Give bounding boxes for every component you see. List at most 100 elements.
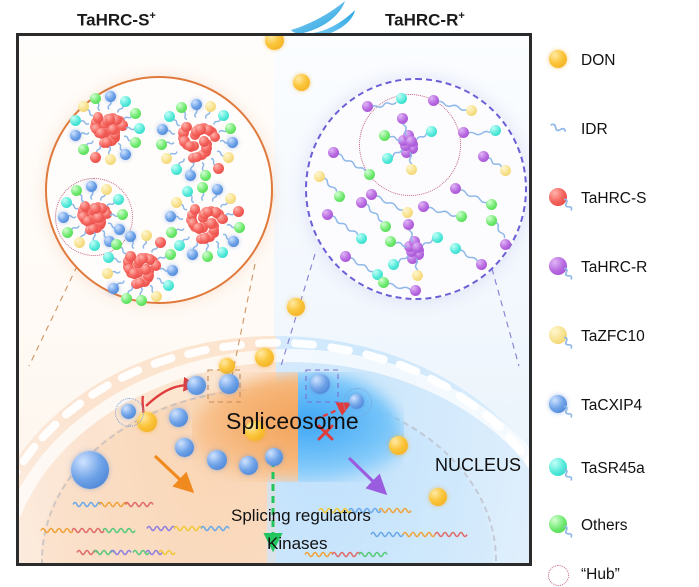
tahrc-s-particle: [125, 251, 136, 262]
tahrc-s-particle: [150, 260, 162, 271]
legend: DON IDR TaHRC-S TaHRC-R TaZFC10 TaCXIP4 TaSR45…: [548, 33, 699, 586]
partner-protein: [379, 129, 391, 141]
title-left-text: TaHRC-S: [77, 10, 150, 30]
partner-protein: [112, 194, 124, 206]
legend-label: TaZFC10: [581, 328, 645, 345]
tacxip4-particle: [207, 450, 227, 470]
partner-protein: [129, 107, 141, 119]
inset-tahrc-s-content: [45, 76, 269, 307]
legend-swatch: [549, 515, 567, 533]
partner-protein: [70, 114, 82, 126]
protein-particle: [401, 206, 413, 218]
tacxip4-particle: [121, 404, 136, 419]
tahrc-s-particle: [96, 203, 108, 214]
circle-dot-icon: [548, 326, 573, 349]
partner-protein: [88, 240, 100, 252]
tacxip4-particle: [265, 448, 283, 466]
idr-squiggle: [436, 99, 467, 113]
idr-squiggle: [370, 99, 397, 111]
protein-particle: [339, 250, 351, 262]
don-particle: [293, 74, 310, 91]
legend-swatch: [549, 188, 567, 206]
tahrc-s-particle: [101, 208, 113, 220]
tahrc-s-particle: [195, 124, 206, 135]
tahrc-s-particle: [201, 142, 212, 154]
partner-protein: [155, 139, 167, 151]
protein-particle: [475, 258, 487, 270]
tahrc-s-particle: [104, 114, 116, 125]
squiggle-icon: [548, 119, 570, 141]
idr-squiggle: [329, 214, 359, 238]
tahrc-s-particle: [111, 114, 122, 126]
idr-squiggle: [363, 202, 385, 224]
idr-squiggle: [561, 197, 575, 212]
don-particle: [429, 488, 447, 506]
partner-protein: [225, 192, 237, 204]
partner-protein: [213, 163, 225, 175]
legend-item-don: DON: [548, 49, 615, 73]
hub-ring: [359, 94, 461, 196]
tahrc-r-particle: [411, 242, 423, 254]
protein-particle: [465, 104, 477, 116]
protein-particle: [449, 182, 461, 194]
partner-protein: [216, 246, 228, 258]
partner-protein: [405, 164, 417, 176]
tahrc-s-particle: [90, 203, 101, 214]
tahrc-s-particle: [206, 218, 217, 229]
tahrc-s-particle: [210, 207, 222, 218]
protein-particle: [377, 276, 389, 288]
idr-squiggle: [348, 255, 375, 274]
partner-protein: [432, 231, 444, 243]
title-right-text: TaHRC-R: [385, 10, 459, 30]
partner-protein: [212, 183, 224, 195]
protein-particle: [449, 242, 461, 254]
tahrc-r-particle: [404, 241, 416, 253]
partner-protein: [166, 226, 177, 238]
tahrc-s-particle: [198, 136, 210, 147]
nucleus-label: NUCLEUS: [435, 455, 522, 475]
tahrc-s-particle: [181, 121, 192, 133]
partner-protein: [160, 153, 172, 165]
partner-protein: [108, 282, 120, 294]
partner-protein: [182, 186, 194, 198]
tahrc-r-particle: [407, 143, 419, 155]
partner-protein: [120, 292, 132, 304]
partner-protein: [197, 181, 209, 193]
partner-protein: [225, 122, 237, 134]
title-right-superscript: +: [458, 10, 465, 22]
idr-squiggle: [561, 524, 575, 539]
partner-protein: [101, 183, 113, 195]
partner-protein: [201, 251, 213, 263]
idr-squiggle: [457, 247, 479, 263]
tahrc-s-particle: [186, 209, 198, 221]
partner-protein: [186, 249, 198, 261]
rna-transcript: [370, 530, 468, 539]
partner-protein: [119, 148, 131, 160]
partner-protein: [90, 92, 102, 104]
partner-protein: [77, 143, 89, 155]
protein-particle: [361, 100, 373, 112]
protein-particle: [355, 196, 367, 208]
partner-protein: [396, 113, 408, 125]
legend-label: TaCXIP4: [581, 397, 643, 414]
partner-protein: [190, 98, 202, 110]
idr-squiggle: [466, 130, 491, 137]
tacxip4-body: [71, 451, 109, 489]
idr-squiggle: [561, 266, 575, 281]
partner-protein: [402, 219, 414, 231]
legend-swatch: [549, 50, 567, 68]
hub-ring: [55, 178, 133, 256]
connector-left: [28, 255, 256, 377]
legend-item-tazfc10: TaZFC10: [548, 325, 645, 349]
partner-protein: [164, 111, 176, 123]
partner-protein: [411, 270, 423, 282]
don-particle: [255, 348, 274, 367]
partner-protein: [70, 130, 82, 142]
inset-tahrc-r-content: [305, 78, 523, 296]
zoom-box-right: [305, 369, 339, 403]
tahrc-r-particle: [401, 146, 413, 158]
partner-protein: [103, 252, 115, 264]
protein-particle: [365, 188, 377, 200]
tahrc-s-particle: [144, 254, 156, 265]
partner-protein: [232, 206, 244, 218]
